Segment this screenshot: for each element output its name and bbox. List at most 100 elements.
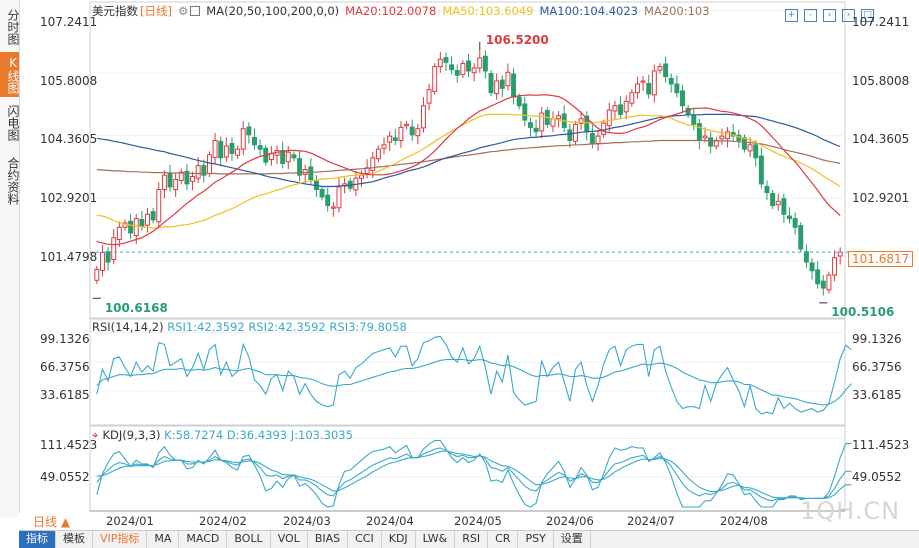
ma-settings-icon[interactable] (190, 6, 201, 16)
candle-body (375, 148, 381, 160)
candle-body (420, 105, 426, 129)
tab-lwr[interactable]: LW& (416, 531, 456, 548)
caret-up-icon: ▲ (60, 515, 71, 529)
y-tick-label-right: 102.9201 (852, 191, 910, 205)
candle-body (747, 144, 753, 152)
tab-ma[interactable]: MA (147, 531, 180, 548)
legend-symbol-name: 美元指数 (92, 4, 138, 18)
candle-body (116, 226, 122, 240)
pan-right-icon[interactable]: › (842, 9, 855, 22)
candle-body (764, 185, 770, 194)
candle-body (522, 103, 528, 121)
tab-timeshare[interactable]: 分时图 (6, 8, 20, 45)
candle-body (218, 140, 224, 159)
tab-cci[interactable]: CCI (348, 531, 382, 548)
candle-body (330, 206, 336, 209)
period-label: 日线 (33, 515, 58, 529)
candle-body (404, 123, 410, 127)
crosshair-icon[interactable]: ⌖ (92, 428, 99, 442)
tab-kdj[interactable]: KDJ (382, 531, 416, 548)
candle-body (623, 100, 629, 113)
rsi3-value: RSI3:79.8058 (329, 320, 407, 334)
tab-vip-indicators[interactable]: VIP指标 (93, 531, 148, 548)
tab-boll[interactable]: BOLL (227, 531, 271, 548)
candle-body (815, 269, 821, 285)
candle-body (556, 115, 562, 120)
high-price-label: 106.5200 (486, 33, 549, 47)
low-right-label: 100.5106 (831, 305, 894, 319)
candle-body (680, 90, 685, 107)
pan-left-icon[interactable]: ‹ (823, 9, 836, 22)
candle-body (589, 133, 595, 144)
tab-indicators[interactable]: 指标 (19, 531, 56, 548)
candle-body (488, 73, 494, 94)
indicator-tab-bar: 指标 模板 VIP指标 MA MACD BOLL VOL BIAS CCI KD… (19, 530, 919, 548)
candle-body (770, 192, 776, 207)
candle-body (223, 145, 229, 158)
tab-flash-chart[interactable]: 闪电图 (6, 104, 20, 141)
candle-body (173, 179, 179, 191)
gear-icon[interactable]: ⚙ (177, 4, 189, 18)
watermark: 1QH.CN (800, 497, 901, 525)
x-tick-label: 2024/01 (106, 514, 154, 528)
tab-bias[interactable]: BIAS (308, 531, 349, 548)
candle-body (550, 118, 556, 127)
kdj-tick-label: 49.0552 (40, 470, 90, 484)
tab-contract-info[interactable]: 合约资料 (6, 157, 20, 205)
candle-body (381, 144, 387, 149)
candle-body (809, 262, 815, 272)
legend-period[interactable]: [日线] (140, 4, 172, 18)
candle-body (668, 77, 674, 85)
rsi-lines (90, 332, 852, 415)
x-tick-label: 2024/08 (720, 514, 768, 528)
candle-body (201, 165, 207, 176)
candle-body (595, 135, 601, 144)
candle-body (409, 126, 415, 136)
kdj-tick-label: 111.4523 (40, 438, 98, 452)
candle-body (319, 189, 325, 198)
candle-body (94, 268, 100, 281)
candle-body (482, 55, 488, 72)
tab-cr[interactable]: CR (488, 531, 519, 548)
rsi-legend: RSI(14,14,2) RSI1:42.3592 RSI2:42.3592 R… (92, 320, 407, 334)
candle-body (195, 165, 201, 179)
y-tick-label-right: 107.2411 (852, 15, 910, 29)
candle-body (837, 251, 843, 257)
x-tick-label: 2024/05 (454, 514, 502, 528)
tab-template[interactable]: 模板 (56, 531, 93, 548)
candle-body (702, 135, 708, 139)
candle-body (105, 251, 111, 263)
fullscreen-icon[interactable]: □ (861, 9, 874, 22)
kdj-k-value: K:58.7274 (164, 428, 224, 442)
y-tick-label: 102.9201 (40, 191, 98, 205)
candle-body (533, 127, 539, 133)
tab-rsi[interactable]: RSI (455, 531, 489, 548)
candle-body (415, 128, 421, 137)
tab-psy[interactable]: PSY (518, 531, 554, 548)
candle-body (708, 137, 714, 147)
kdj-j-value: J:103.3035 (290, 428, 353, 442)
candle-body (145, 213, 150, 226)
zoom-in-icon[interactable]: + (785, 9, 798, 22)
x-tick-label: 2024/07 (627, 514, 675, 528)
candle-body (190, 176, 196, 182)
candle-body (646, 83, 652, 95)
candle-body (803, 251, 809, 263)
left-tab-bar: 分时图 K线图 闪电图 合约资料 (0, 0, 20, 517)
panel-frame (89, 318, 846, 426)
candle-body (567, 129, 573, 141)
candle-body (398, 126, 404, 141)
candle-body (285, 151, 291, 163)
tab-macd[interactable]: MACD (179, 531, 228, 548)
tab-vol[interactable]: VOL (271, 531, 308, 548)
tab-kline[interactable]: K线图 (0, 52, 20, 97)
candle-body (618, 104, 624, 115)
period-dropdown[interactable]: 日线 ▲ (19, 513, 87, 529)
kdj-legend-name: KDJ(9,3,3) (102, 428, 161, 442)
candle-body (161, 174, 167, 191)
zoom-out-icon[interactable]: - (804, 9, 817, 22)
y-tick-label-right: 104.3605 (852, 132, 910, 146)
rsi-tick-label: 33.6185 (40, 388, 90, 402)
tab-settings[interactable]: 设置 (554, 531, 591, 548)
